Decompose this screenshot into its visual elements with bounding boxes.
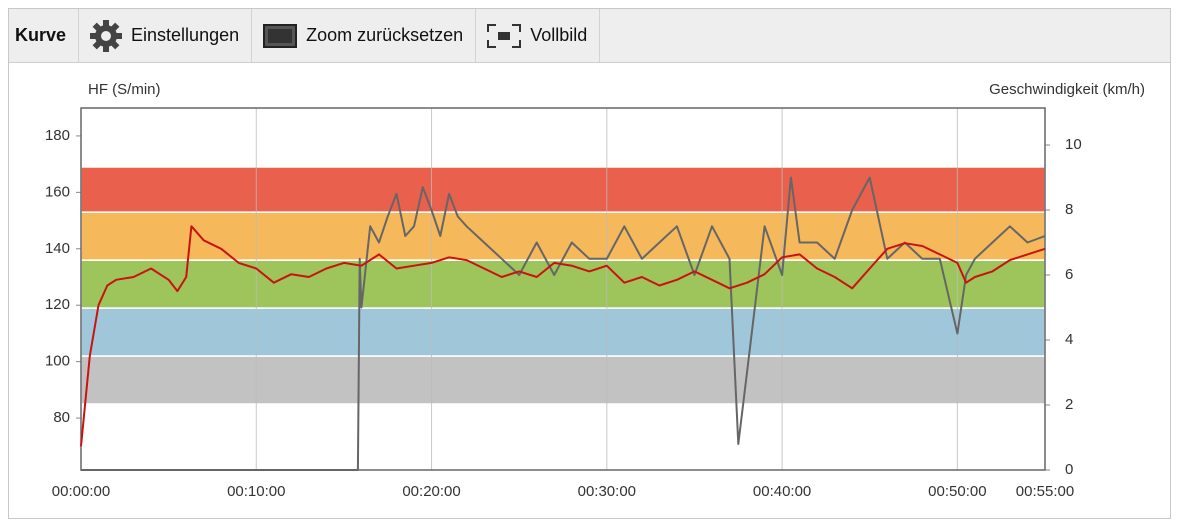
y-tick-label: 80 xyxy=(53,409,70,426)
settings-button[interactable]: Einstellungen xyxy=(79,9,253,62)
toolbar-title: Kurve xyxy=(9,9,80,62)
series-line xyxy=(81,176,1046,471)
fullscreen-label: Vollbild xyxy=(530,25,588,45)
plot-border xyxy=(80,107,1046,471)
zoom-reset-button[interactable]: Zoom zurücksetzen xyxy=(252,9,477,62)
fullscreen-button[interactable]: Vollbild xyxy=(476,9,601,62)
zoom-icon xyxy=(263,23,298,48)
x-tick-label: 00:40:00 xyxy=(753,483,811,500)
x-tick-label: 00:55:00 xyxy=(1016,483,1074,500)
y2-tick-label: 2 xyxy=(1065,396,1073,413)
series-line xyxy=(80,225,1046,447)
x-tick-label: 00:30:00 xyxy=(578,483,636,500)
y-tick-label: 180 xyxy=(45,127,70,144)
y2-tick-label: 4 xyxy=(1065,331,1073,348)
settings-label: Einstellungen xyxy=(131,25,240,45)
y2-tick-label: 10 xyxy=(1065,136,1082,153)
y-tick-label: 120 xyxy=(45,296,70,313)
x-tick-label: 00:20:00 xyxy=(402,483,460,500)
hr-zone xyxy=(80,355,1046,405)
fullscreen-icon xyxy=(487,23,522,48)
x-tick-label: 00:50:00 xyxy=(928,483,986,500)
y-tick-label: 140 xyxy=(45,240,70,257)
x-tick-label: 00:00:00 xyxy=(52,483,110,500)
toolbar: Kurve Einstellungen Zoom zurücksetzen Vo… xyxy=(9,9,1170,63)
y-tick-label: 160 xyxy=(45,183,70,200)
y2-axis-title: Geschwindigkeit (km/h) xyxy=(989,81,1145,98)
y2-tick-label: 6 xyxy=(1065,266,1073,283)
hr-zone xyxy=(80,259,1046,309)
zoom-reset-label: Zoom zurücksetzen xyxy=(306,25,464,45)
y-axis-title: HF (S/min) xyxy=(88,81,161,98)
frame xyxy=(8,8,1171,519)
y-tick-label: 100 xyxy=(45,353,70,370)
y2-tick-label: 0 xyxy=(1065,461,1073,478)
y2-tick-label: 8 xyxy=(1065,201,1073,218)
x-tick-label: 00:10:00 xyxy=(227,483,285,500)
gear-icon xyxy=(90,19,123,52)
hr-zone xyxy=(80,307,1046,357)
hr-zone xyxy=(80,166,1046,213)
